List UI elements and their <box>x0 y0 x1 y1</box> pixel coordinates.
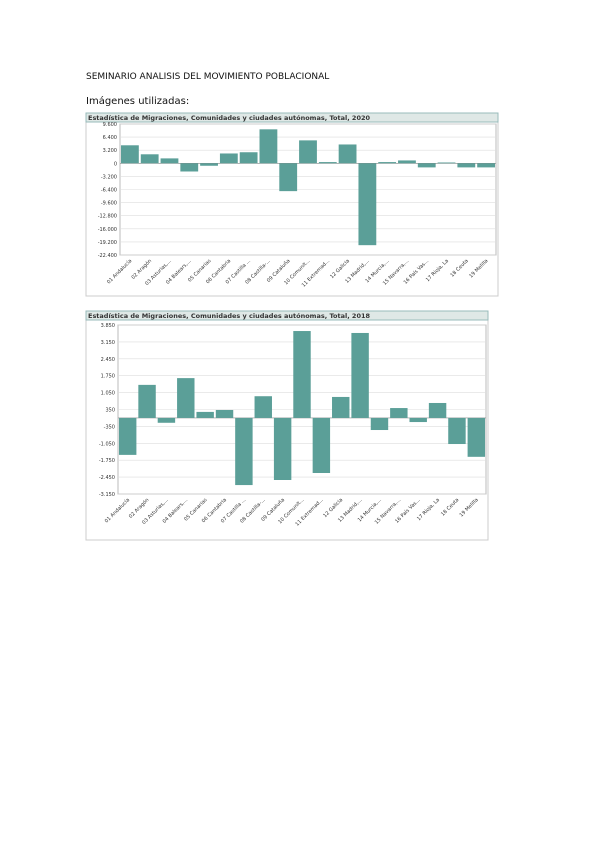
y-tick-label: 9.600 <box>103 122 117 128</box>
y-tick-label: 3.150 <box>101 340 115 346</box>
bar <box>138 384 156 418</box>
bar <box>200 163 218 166</box>
bar <box>448 417 466 445</box>
bar <box>259 129 278 164</box>
bar <box>332 396 350 418</box>
y-tick-label: 1.050 <box>101 391 115 397</box>
bar <box>457 163 476 168</box>
bar <box>196 411 214 418</box>
doc-title: SEMINARIO ANALISIS DEL MOVIMIENTO POBLAC… <box>86 72 330 82</box>
bar <box>299 140 317 164</box>
y-tick-label: 6.400 <box>103 135 117 141</box>
y-tick-label: -19.200 <box>98 240 117 246</box>
chart-title: Estadística de Migraciones, Comunidades … <box>88 114 371 122</box>
bar <box>428 402 447 418</box>
y-tick-label: 2.450 <box>101 357 115 363</box>
y-tick-label: -12.800 <box>98 214 117 220</box>
bar <box>235 417 253 486</box>
bar <box>312 417 331 473</box>
bar <box>273 417 292 480</box>
bar <box>318 162 337 164</box>
bar <box>254 396 272 418</box>
bar <box>370 417 389 431</box>
bar <box>293 331 311 418</box>
y-tick-label: 0 <box>114 161 117 167</box>
bar <box>378 162 397 164</box>
y-tick-label: -3.150 <box>99 492 115 498</box>
y-tick-label: -6.400 <box>101 188 117 194</box>
y-tick-label: 3.200 <box>103 148 117 154</box>
bar <box>219 153 238 164</box>
bar <box>120 145 139 164</box>
y-tick-label: 350 <box>105 408 115 414</box>
y-tick-label: -16.000 <box>98 227 117 233</box>
bar <box>351 332 369 418</box>
y-tick-label: -3.200 <box>101 174 117 180</box>
bar <box>177 378 195 418</box>
y-tick-label: -1.750 <box>99 458 115 464</box>
bar <box>118 417 137 455</box>
y-tick-label: -22.400 <box>98 253 117 259</box>
chart-frame <box>85 112 499 297</box>
bar <box>157 417 176 423</box>
doc-subtitle: Imágenes utilizadas: <box>86 96 190 107</box>
y-tick-label: 1.750 <box>101 374 115 380</box>
bar <box>358 163 377 246</box>
bar <box>338 144 357 164</box>
bar <box>180 163 199 172</box>
y-tick-label: 3.850 <box>101 323 115 329</box>
y-tick-label: -1.050 <box>99 441 115 447</box>
bar <box>390 408 408 418</box>
y-tick-label: -350 <box>104 424 115 430</box>
bar <box>160 158 179 164</box>
bar <box>398 160 416 164</box>
bar <box>467 417 486 457</box>
y-tick-label: -2.450 <box>99 475 115 481</box>
bar <box>239 152 258 164</box>
y-tick-label: -9.600 <box>101 201 117 207</box>
title-bar <box>85 310 489 321</box>
title-bar <box>85 112 499 123</box>
bar <box>477 163 496 168</box>
bar <box>437 162 456 164</box>
bar <box>279 163 298 192</box>
bar <box>140 154 159 164</box>
chart-title: Estadística de Migraciones, Comunidades … <box>88 312 371 320</box>
bar <box>417 163 436 168</box>
bar <box>215 409 234 418</box>
bar <box>409 417 427 423</box>
